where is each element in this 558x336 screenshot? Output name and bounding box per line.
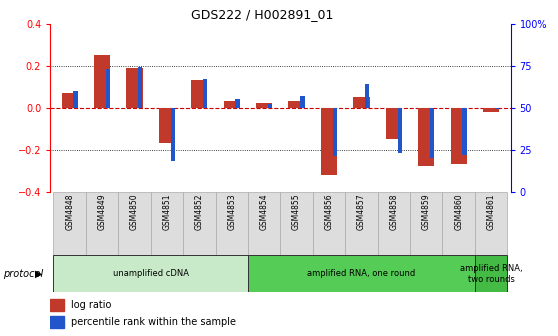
Bar bbox=[365, 84, 369, 108]
Bar bbox=[191, 80, 208, 108]
Text: GSM4858: GSM4858 bbox=[389, 194, 398, 230]
Bar bbox=[86, 192, 118, 255]
Text: amplified RNA,
two rounds: amplified RNA, two rounds bbox=[460, 264, 522, 284]
Bar bbox=[353, 97, 369, 108]
Bar bbox=[333, 108, 337, 156]
Bar bbox=[475, 192, 507, 255]
Text: GSM4856: GSM4856 bbox=[325, 194, 334, 230]
Bar bbox=[127, 68, 143, 108]
Bar bbox=[483, 108, 499, 112]
Text: GSM4853: GSM4853 bbox=[227, 194, 236, 230]
Bar bbox=[224, 101, 240, 108]
Bar bbox=[61, 93, 78, 108]
Bar bbox=[313, 192, 345, 255]
Bar bbox=[183, 192, 215, 255]
Text: log ratio: log ratio bbox=[71, 300, 112, 310]
Bar bbox=[118, 192, 151, 255]
Bar bbox=[248, 255, 475, 292]
Bar bbox=[345, 192, 378, 255]
Bar bbox=[215, 192, 248, 255]
Bar bbox=[106, 69, 110, 108]
Bar bbox=[203, 79, 207, 108]
Bar bbox=[138, 67, 142, 108]
Bar bbox=[50, 299, 64, 311]
Bar bbox=[281, 192, 313, 255]
Bar bbox=[171, 108, 175, 161]
Text: GSM4848: GSM4848 bbox=[65, 194, 74, 230]
Text: GSM4852: GSM4852 bbox=[195, 194, 204, 230]
Bar bbox=[50, 317, 64, 328]
Text: GSM4849: GSM4849 bbox=[98, 194, 107, 230]
Bar bbox=[159, 108, 175, 143]
Bar bbox=[475, 255, 507, 292]
Text: GSM4854: GSM4854 bbox=[259, 194, 269, 230]
Bar bbox=[410, 192, 442, 255]
Bar bbox=[235, 99, 240, 108]
Bar bbox=[378, 192, 410, 255]
Bar bbox=[54, 192, 86, 255]
Text: unamplified cDNA: unamplified cDNA bbox=[113, 269, 189, 278]
Bar bbox=[151, 192, 183, 255]
Bar bbox=[386, 108, 402, 139]
Bar bbox=[430, 108, 434, 158]
Bar bbox=[495, 108, 499, 109]
Text: ▶: ▶ bbox=[35, 269, 42, 279]
Bar bbox=[94, 55, 110, 108]
Text: amplified RNA, one round: amplified RNA, one round bbox=[307, 269, 416, 278]
Bar bbox=[300, 96, 305, 108]
Text: GSM4850: GSM4850 bbox=[130, 194, 139, 230]
Text: GSM4860: GSM4860 bbox=[454, 194, 463, 230]
Text: protocol: protocol bbox=[3, 269, 43, 279]
Text: GSM4861: GSM4861 bbox=[487, 194, 496, 230]
Text: GSM4855: GSM4855 bbox=[292, 194, 301, 230]
Bar bbox=[288, 101, 305, 108]
Bar bbox=[268, 104, 272, 108]
Text: GSM4851: GSM4851 bbox=[162, 194, 171, 230]
Bar bbox=[74, 91, 78, 108]
Bar bbox=[442, 192, 475, 255]
Bar bbox=[451, 108, 467, 164]
Text: percentile rank within the sample: percentile rank within the sample bbox=[71, 317, 236, 327]
Bar bbox=[321, 108, 337, 175]
Bar bbox=[418, 108, 434, 166]
Text: GSM4857: GSM4857 bbox=[357, 194, 366, 230]
Bar bbox=[54, 255, 248, 292]
Bar bbox=[398, 108, 402, 153]
Text: GSM4859: GSM4859 bbox=[422, 194, 431, 230]
Bar bbox=[248, 192, 281, 255]
Text: GDS222 / H002891_01: GDS222 / H002891_01 bbox=[191, 8, 334, 22]
Bar bbox=[256, 103, 272, 108]
Bar bbox=[463, 108, 466, 155]
